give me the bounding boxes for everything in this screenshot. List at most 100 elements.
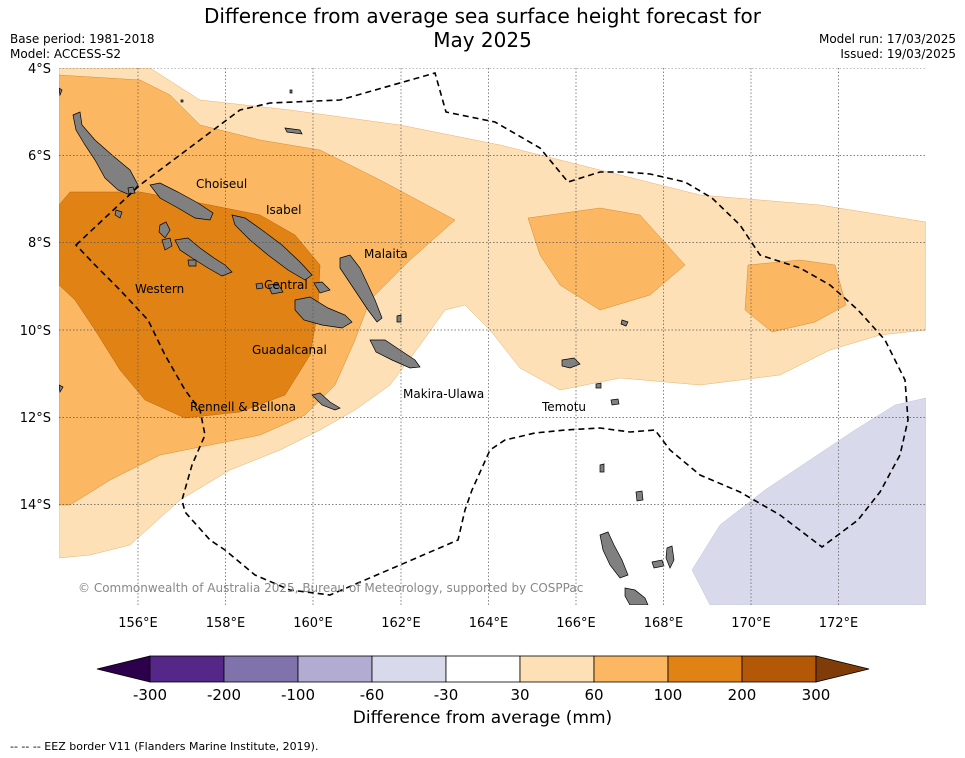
island-santa-cruz (561, 357, 581, 369)
island-newgeorgia (174, 237, 233, 277)
eez-border (74, 72, 909, 596)
island-duff (595, 382, 602, 389)
island-guadalcanal (294, 296, 353, 329)
copyright-notice: © Commonwealth of Australia 2025, Bureau… (78, 581, 583, 595)
island-gizo (187, 259, 197, 267)
island-florida (267, 283, 284, 295)
lon-axis-labels: 156°E 158°E 160°E 162°E 164°E 166°E 168°… (118, 616, 858, 631)
lon-label: 170°E (731, 616, 771, 631)
colorbar-tick-label: 300 (802, 686, 831, 704)
map-panel: Choiseul Isabel Malaita Western Central … (20, 62, 926, 631)
place-label-western: Western (135, 282, 184, 296)
lon-label: 160°E (293, 616, 333, 631)
island-shortland (114, 209, 123, 219)
colorbar-segment (741, 655, 817, 683)
colorbar-tick-label: 200 (728, 686, 757, 704)
colorbar-segments (96, 655, 870, 683)
lat-label: 6°S (28, 149, 51, 164)
colorbar-tick-label: -100 (281, 686, 315, 704)
place-label-isabel: Isabel (266, 203, 301, 217)
colorbar-tick-label: -200 (207, 686, 241, 704)
island-vanikoro (620, 319, 629, 327)
colorbar-segment (445, 655, 521, 683)
island-vanuatu-small-1 (651, 559, 665, 569)
island-makira (369, 339, 421, 369)
colorbar-tick-label: 60 (584, 686, 603, 704)
model-name: Model: ACCESS-S2 (10, 47, 122, 61)
map-content: Choiseul Isabel Malaita Western Central … (59, 68, 926, 605)
colorbar-segment (667, 655, 743, 683)
title-line-2: May 2025 (433, 28, 532, 52)
place-label-central: Central (264, 278, 308, 292)
island-torres (599, 463, 605, 473)
lon-label: 158°E (206, 616, 246, 631)
island-reef-1 (284, 127, 303, 135)
island-vanuatu-central (624, 587, 649, 605)
island-malaita (339, 254, 383, 323)
colorbar-over-arrow (815, 655, 870, 683)
place-label-malaita: Malaita (364, 247, 408, 261)
island-tikopia (610, 398, 620, 406)
colorbar: -300 -200 -100 -60 -30 30 60 100 200 300 (96, 655, 870, 704)
chart-title: Difference from average sea surface heig… (0, 4, 965, 52)
meta-left: Base period: 1981-2018 Model: ACCESS-S2 (10, 32, 155, 62)
colorbar-segment (519, 655, 595, 683)
place-label-temotu: Temotu (541, 400, 586, 414)
lat-label: 12°S (20, 411, 51, 426)
contour-60-100-east-1 (527, 207, 686, 311)
colorbar-tick-label: -300 (133, 686, 167, 704)
place-label-choiseul: Choiseul (196, 177, 247, 191)
colorbar-under-arrow (96, 655, 151, 683)
model-run: Model run: 17/03/2025 (818, 32, 956, 46)
colorbar-segment (297, 655, 373, 683)
island-vanuatu-east (665, 545, 675, 569)
colorbar-tick-label: -60 (360, 686, 385, 704)
lon-label: 164°E (469, 616, 509, 631)
lon-label: 168°E (644, 616, 684, 631)
colorbar-segment (593, 655, 669, 683)
gridlines (59, 68, 926, 605)
lon-label: 166°E (556, 616, 596, 631)
lat-label: 14°S (20, 498, 51, 513)
base-period: Base period: 1981-2018 (10, 32, 155, 46)
colorbar-segment (149, 655, 225, 683)
colorbar-segment (371, 655, 447, 683)
island-kolombangara (161, 237, 173, 251)
colorbar-label: Difference from average (mm) (352, 708, 613, 728)
island-small-130 (127, 186, 136, 195)
land-masses (59, 87, 675, 605)
place-label-rennell-bellona: Rennell & Bellona (190, 400, 296, 414)
island-lord-howe (289, 89, 293, 94)
place-labels: Choiseul Isabel Malaita Western Central … (135, 177, 586, 414)
island-bougainville-west (59, 384, 64, 394)
lat-label: 8°S (28, 236, 51, 251)
island-isabel (231, 214, 313, 281)
island-small-182 (180, 99, 184, 103)
title-line-1: Difference from average sea surface heig… (203, 4, 762, 28)
island-banks (635, 490, 644, 502)
lat-label: 4°S (28, 62, 51, 77)
place-label-makira-ulawa: Makira-Ulawa (403, 387, 484, 401)
colorbar-tick-label: 100 (654, 686, 683, 704)
colorbar-ticks: -300 -200 -100 -60 -30 30 60 100 200 300 (133, 686, 830, 704)
island-russell (255, 282, 264, 290)
issued-date: Issued: 19/03/2025 (840, 47, 956, 61)
island-buka (59, 87, 63, 97)
island-vella (158, 221, 171, 239)
meta-right: Model run: 17/03/2025 Issued: 19/03/2025 (819, 32, 956, 62)
lat-axis-labels: 4°S 6°S 8°S 10°S 12°S 14°S (20, 62, 51, 513)
colorbar-tick-label: -30 (434, 686, 459, 704)
island-choiseul (149, 182, 214, 221)
island-ulawa (396, 314, 402, 323)
island-vanuatu-north (599, 531, 629, 579)
colorbar-segment (223, 655, 299, 683)
lon-label: 162°E (381, 616, 421, 631)
island-rennell (311, 392, 341, 411)
lat-label: 10°S (20, 324, 51, 339)
island-savo (313, 281, 331, 294)
contour-60-100-east-2 (744, 259, 847, 333)
colorbar-tick-label: 30 (510, 686, 529, 704)
lon-label: 172°E (819, 616, 859, 631)
lon-label: 156°E (118, 616, 158, 631)
place-label-guadalcanal: Guadalcanal (252, 343, 327, 357)
